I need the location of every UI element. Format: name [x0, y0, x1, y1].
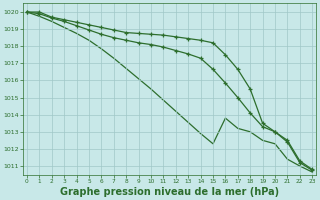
- X-axis label: Graphe pression niveau de la mer (hPa): Graphe pression niveau de la mer (hPa): [60, 187, 279, 197]
